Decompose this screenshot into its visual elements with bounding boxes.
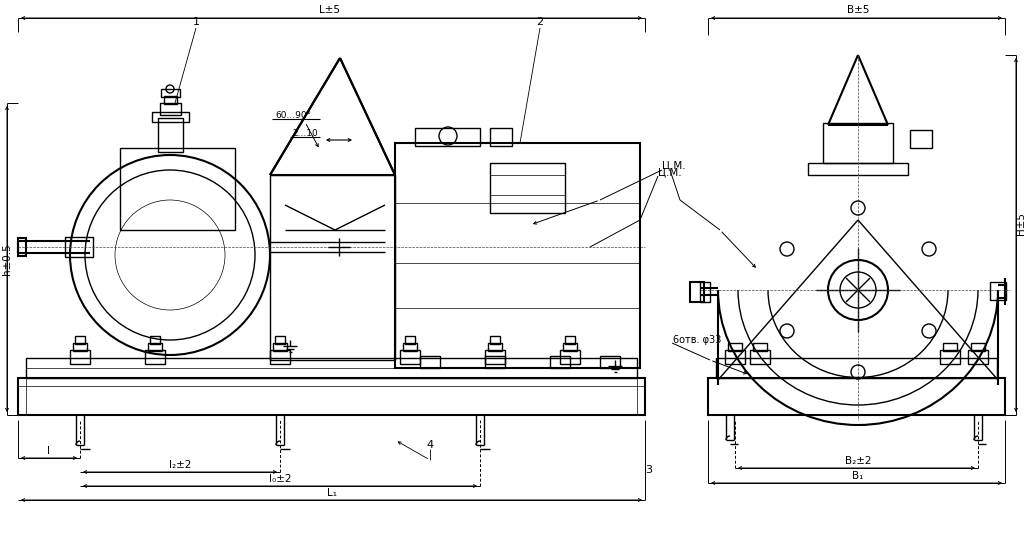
Text: 1: 1: [193, 17, 200, 27]
Bar: [18, 238, 26, 256]
Text: l₂±2: l₂±2: [169, 460, 191, 470]
Bar: [164, 96, 177, 104]
Text: L₁: L₁: [327, 488, 337, 498]
Bar: [150, 336, 160, 344]
Bar: [400, 350, 420, 364]
Bar: [26, 358, 637, 378]
Bar: [148, 343, 162, 351]
Bar: [406, 336, 415, 344]
Bar: [65, 237, 93, 257]
Bar: [270, 350, 290, 364]
Bar: [690, 282, 705, 302]
Bar: [750, 350, 770, 364]
Bar: [490, 336, 500, 344]
Text: 2...10: 2...10: [292, 128, 317, 137]
Bar: [415, 128, 480, 146]
Bar: [73, 343, 87, 351]
Bar: [728, 343, 742, 351]
Bar: [971, 343, 985, 351]
Text: 4: 4: [426, 440, 433, 450]
Bar: [75, 336, 85, 344]
Bar: [488, 343, 502, 351]
Bar: [120, 148, 234, 230]
Bar: [910, 130, 932, 148]
Bar: [275, 336, 285, 344]
Bar: [563, 343, 577, 351]
Bar: [18, 378, 645, 415]
Bar: [716, 358, 997, 378]
Bar: [823, 123, 893, 163]
Bar: [808, 163, 908, 175]
Bar: [158, 118, 183, 152]
Text: 3: 3: [645, 465, 652, 475]
Bar: [490, 163, 565, 213]
Bar: [708, 378, 1005, 415]
Bar: [565, 336, 575, 344]
Bar: [943, 343, 957, 351]
Text: h±0.5: h±0.5: [2, 243, 12, 275]
Bar: [273, 343, 287, 351]
Bar: [753, 343, 767, 351]
Text: Ц.М.: Ц.М.: [662, 160, 686, 170]
Bar: [403, 343, 417, 351]
Text: H±5: H±5: [1016, 212, 1024, 235]
Bar: [395, 143, 640, 368]
Text: L±5: L±5: [319, 5, 341, 15]
Text: 2: 2: [537, 17, 544, 27]
Text: Ц.М.: Ц.М.: [658, 167, 682, 177]
Bar: [270, 175, 395, 360]
Bar: [990, 282, 1006, 300]
Bar: [968, 350, 988, 364]
Text: B±5: B±5: [847, 5, 869, 15]
Bar: [485, 350, 505, 364]
Bar: [485, 356, 505, 368]
Text: l: l: [47, 446, 50, 456]
Bar: [490, 128, 512, 146]
Text: B₂±2: B₂±2: [845, 456, 871, 466]
Bar: [940, 350, 961, 364]
Text: B₁: B₁: [852, 471, 863, 481]
Bar: [600, 356, 620, 368]
Text: l₀±2: l₀±2: [268, 474, 291, 484]
Bar: [161, 89, 180, 97]
Bar: [160, 103, 181, 115]
Bar: [70, 350, 90, 364]
Bar: [700, 282, 710, 302]
Bar: [152, 112, 189, 122]
Bar: [145, 350, 165, 364]
Bar: [725, 350, 745, 364]
Bar: [560, 350, 580, 364]
Text: 6отв. φ33: 6отв. φ33: [673, 335, 721, 345]
Bar: [550, 356, 570, 368]
Bar: [420, 356, 440, 368]
Text: 60...90°: 60...90°: [274, 111, 311, 120]
